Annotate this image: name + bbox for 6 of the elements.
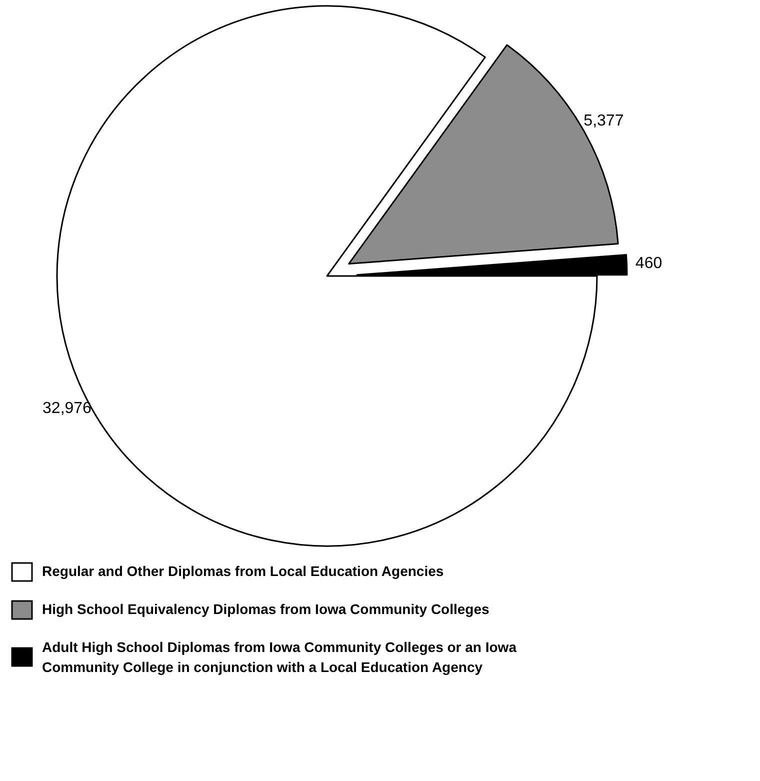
- data-label: 5,377: [584, 112, 624, 130]
- data-label: 460: [635, 255, 662, 272]
- legend-label: Adult High School Diplomas from Iowa Community Colleges or an Iowa Community College in conjunction with a Local Education Agency: [42, 638, 517, 675]
- legend-label: Regular and Other Diplomas from Local Education Agencies: [42, 562, 444, 579]
- legend-label: High School Equivalency Diplomas from Iowa Community Colleges: [42, 600, 490, 617]
- data-label: 32,976: [42, 400, 92, 418]
